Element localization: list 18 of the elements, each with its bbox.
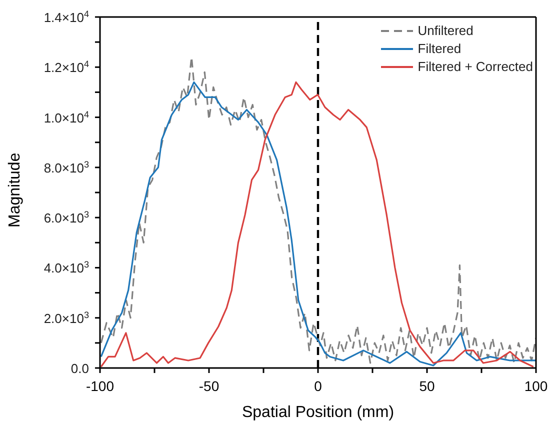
y-tick-label: 1.0×10$^{4}$ (44, 109, 89, 126)
y-axis-title: Magnitude (6, 152, 24, 228)
y-tick-label: 4.0×10$^{3}$ (44, 260, 89, 276)
y-tick-label: 6.0×10$^{3}$ (44, 210, 89, 226)
legend-label: Filtered + Corrected (418, 58, 533, 76)
x-tick-label: 0 (314, 378, 322, 394)
y-tick-label: 1.2×10$^{4}$ (44, 59, 89, 76)
y-tick-label: 8.0×10$^{3}$ (44, 159, 89, 176)
x-tick-label: 50 (419, 378, 435, 394)
y-tick-label: 1.4×10$^{4}$ (44, 9, 89, 25)
x-axis-title: Spatial Position (mm) (242, 404, 394, 421)
x-tick-label: -100 (86, 378, 114, 394)
x-tick-label: -50 (198, 378, 220, 394)
legend-label: Filtered (418, 40, 462, 58)
legend-label: Unfiltered (418, 22, 474, 40)
x-tick-label: 100 (524, 378, 548, 394)
y-tick-label: 2.0×10$^{3}$ (44, 310, 89, 326)
y-tick-label: 0.0 (70, 361, 89, 376)
